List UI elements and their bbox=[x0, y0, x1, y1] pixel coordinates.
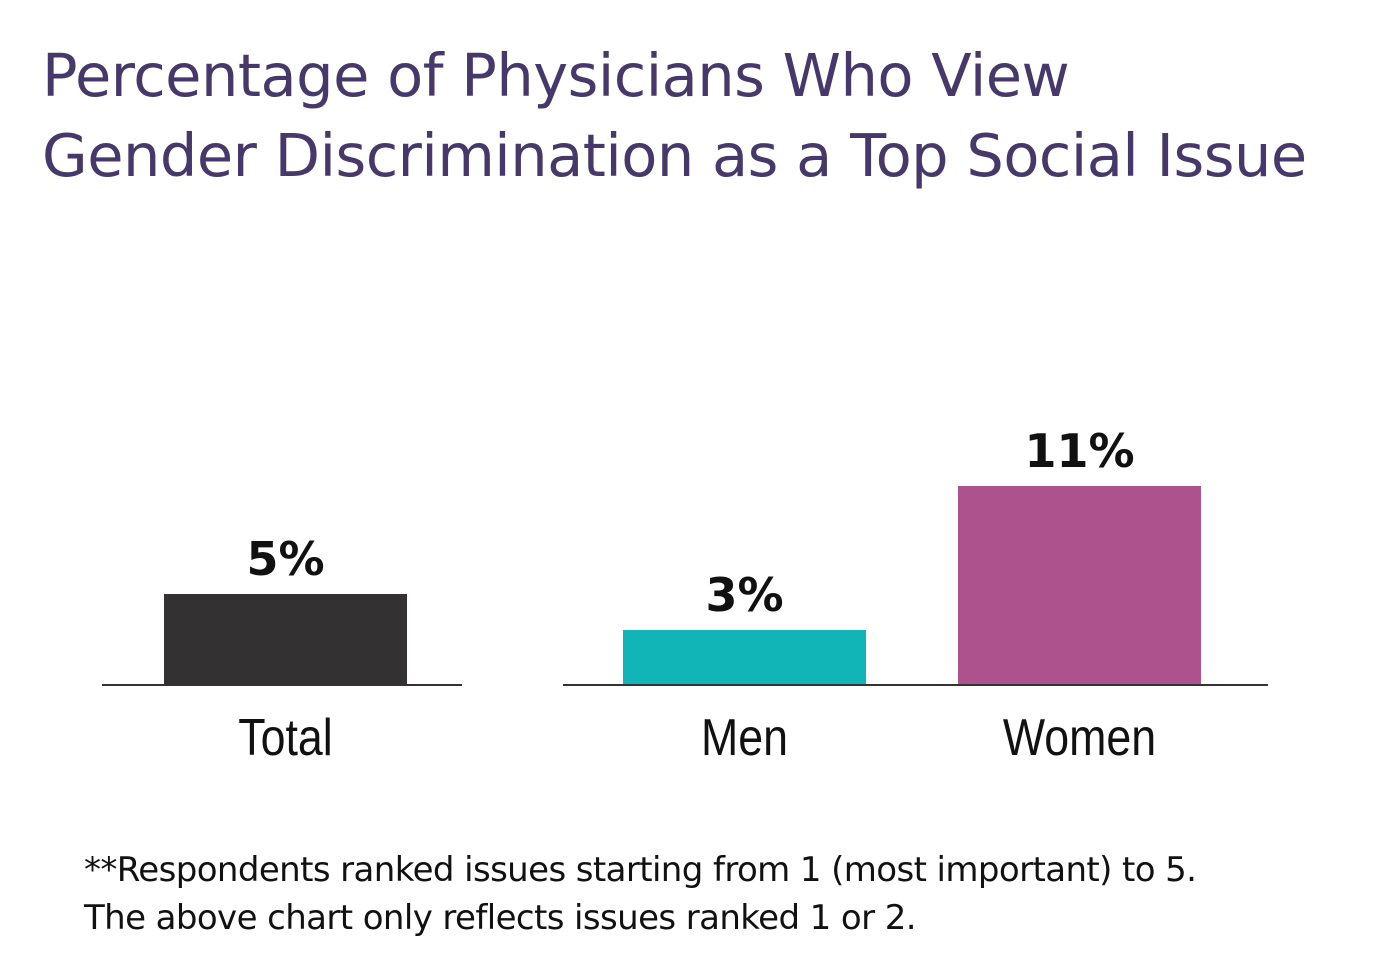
title-line-2: Gender Discrimination as a Top Social Is… bbox=[42, 121, 1307, 190]
bar-total bbox=[164, 594, 407, 684]
value-label-men: 3% bbox=[705, 568, 784, 622]
baseline-gender bbox=[563, 684, 1268, 686]
baseline-total bbox=[102, 684, 462, 686]
category-label-women: Women bbox=[1002, 709, 1157, 767]
bar-women bbox=[958, 486, 1201, 684]
footnote-line-2: The above chart only reflects issues ran… bbox=[84, 898, 917, 938]
title-line-1: Percentage of Physicians Who View bbox=[42, 41, 1070, 110]
value-label-total: 5% bbox=[246, 532, 325, 586]
footnote: **Respondents ranked issues starting fro… bbox=[84, 846, 1197, 942]
category-label-men: Men bbox=[701, 709, 788, 767]
chart-title: Percentage of Physicians Who View Gender… bbox=[42, 36, 1307, 196]
category-label-total: Total bbox=[238, 709, 333, 767]
value-label-women: 11% bbox=[1024, 424, 1135, 478]
footnote-line-1: **Respondents ranked issues starting fro… bbox=[84, 850, 1197, 890]
bar-men bbox=[623, 630, 866, 684]
